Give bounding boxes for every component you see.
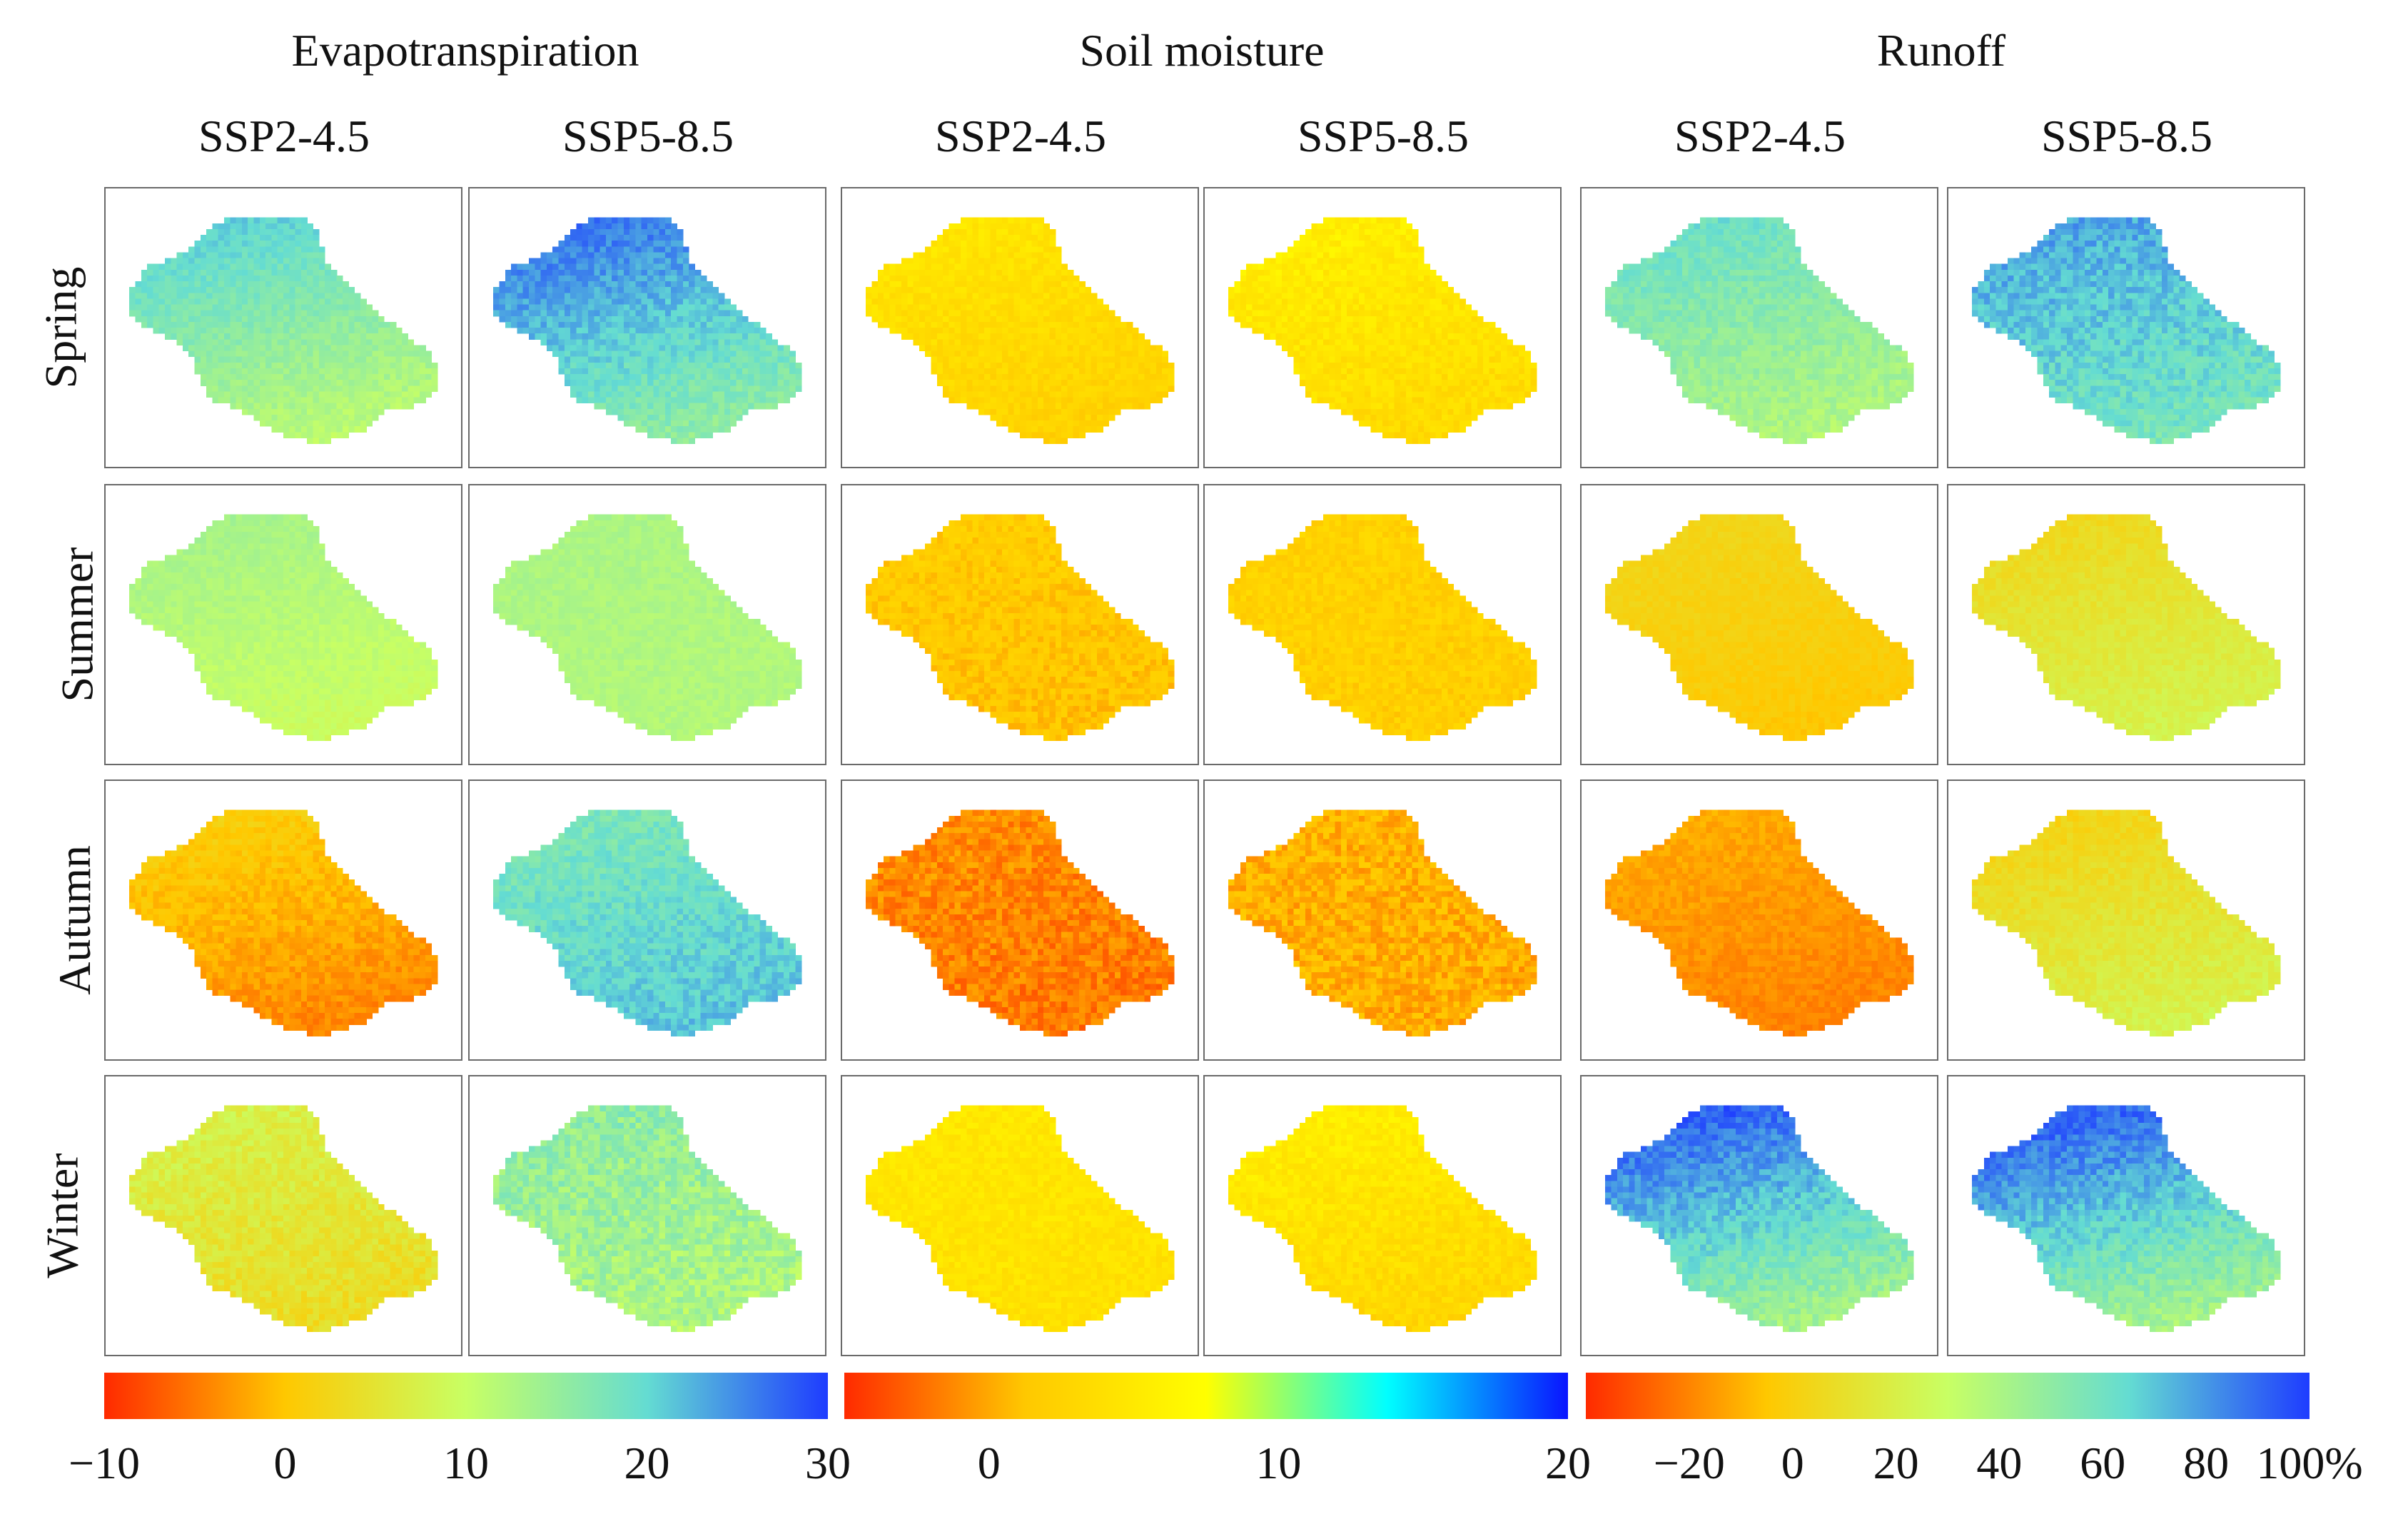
- basin-map: [866, 514, 1175, 742]
- title-evapotranspiration: Evapotranspiration: [106, 19, 825, 83]
- colorbar-tick-label: −20: [1654, 1435, 1725, 1492]
- scenario-sm-ssp245: SSP2-4.5: [842, 104, 1199, 168]
- basin-map: [866, 217, 1175, 445]
- basin-map: [493, 809, 802, 1037]
- colorbar-tick-label: 20: [1873, 1435, 1919, 1492]
- map-panel-soil-moisture-winter-ssp2-4.5: [841, 1075, 1199, 1356]
- colorbar-tick-label: 100%: [2256, 1435, 2362, 1492]
- colorbar-tick-label: 10: [1255, 1435, 1301, 1492]
- map-panel-evapotranspiration-spring-ssp2-4.5: [104, 187, 462, 468]
- colorbar-tick-label: 0: [274, 1435, 297, 1492]
- colorbar-tick-label: 20: [1545, 1435, 1591, 1492]
- colorbar-fill: [104, 1373, 828, 1419]
- map-panel-evapotranspiration-autumn-ssp2-4.5: [104, 779, 462, 1061]
- basin-map: [1228, 1105, 1537, 1333]
- title-runoff: Runoff: [1582, 19, 2301, 83]
- row-label-winter: Winter: [0, 1076, 100, 1355]
- map-panel-soil-moisture-spring-ssp2-4.5: [841, 187, 1199, 468]
- colorbar-tick-label: 30: [805, 1435, 851, 1492]
- colorbar-gradient: [104, 1373, 828, 1419]
- title-soil-moisture: Soil moisture: [842, 19, 1562, 83]
- map-panel-runoff-spring-ssp2-4.5: [1580, 187, 1938, 468]
- map-panel-runoff-summer-ssp2-4.5: [1580, 484, 1938, 765]
- basin-map: [129, 809, 438, 1037]
- map-panel-runoff-winter-ssp5-8.5: [1947, 1075, 2305, 1356]
- basin-map: [493, 514, 802, 742]
- map-panel-soil-moisture-summer-ssp2-4.5: [841, 484, 1199, 765]
- map-panel-soil-moisture-spring-ssp5-8.5: [1203, 187, 1562, 468]
- map-panel-evapotranspiration-winter-ssp2-4.5: [104, 1075, 462, 1356]
- colorbar-tick-label: 10: [443, 1435, 489, 1492]
- map-panel-soil-moisture-autumn-ssp2-4.5: [841, 779, 1199, 1061]
- map-panel-runoff-autumn-ssp5-8.5: [1947, 779, 2305, 1061]
- map-panel-runoff-winter-ssp2-4.5: [1580, 1075, 1938, 1356]
- scenario-sm-ssp585: SSP5-8.5: [1205, 104, 1562, 168]
- colorbar-tick-label: 20: [624, 1435, 670, 1492]
- colorbar-tick-label: 0: [1781, 1435, 1804, 1492]
- basin-map: [129, 217, 438, 445]
- scenario-et-ssp245: SSP2-4.5: [106, 104, 462, 168]
- map-panel-evapotranspiration-winter-ssp5-8.5: [468, 1075, 826, 1356]
- colorbar-evapotranspiration: [104, 1373, 828, 1419]
- basin-map: [1605, 217, 1914, 445]
- colorbar-gradient: [844, 1373, 1568, 1419]
- basin-map: [1605, 809, 1914, 1037]
- basin-map: [866, 809, 1175, 1037]
- basin-map: [1605, 1105, 1914, 1333]
- basin-map: [493, 1105, 802, 1333]
- map-panel-evapotranspiration-autumn-ssp5-8.5: [468, 779, 826, 1061]
- colorbar-gradient: [1586, 1373, 2310, 1419]
- map-panel-soil-moisture-summer-ssp5-8.5: [1203, 484, 1562, 765]
- map-panel-runoff-spring-ssp5-8.5: [1947, 187, 2305, 468]
- scenario-et-ssp585: SSP5-8.5: [470, 104, 826, 168]
- colorbar-tick-label: 0: [978, 1435, 1001, 1492]
- colorbar-fill: [1586, 1373, 2310, 1419]
- map-panel-soil-moisture-winter-ssp5-8.5: [1203, 1075, 1562, 1356]
- row-label-spring: Spring: [0, 188, 100, 467]
- colorbar-tick-label: −10: [69, 1435, 140, 1492]
- map-panel-evapotranspiration-spring-ssp5-8.5: [468, 187, 826, 468]
- scenario-ro-ssp585: SSP5-8.5: [1948, 104, 2305, 168]
- scenario-ro-ssp245: SSP2-4.5: [1582, 104, 1938, 168]
- basin-map: [1228, 809, 1537, 1037]
- colorbar-tick-label: 80: [2183, 1435, 2229, 1492]
- basin-map: [493, 217, 802, 445]
- colorbar-tick-label: 60: [2080, 1435, 2125, 1492]
- row-label-autumn: Autumn: [0, 781, 100, 1059]
- basin-map: [1228, 217, 1537, 445]
- map-panel-evapotranspiration-summer-ssp2-4.5: [104, 484, 462, 765]
- basin-map: [1972, 1105, 2281, 1333]
- colorbar-tick-label: 40: [1976, 1435, 2022, 1492]
- basin-map: [866, 1105, 1175, 1333]
- colorbar-runoff: [1586, 1373, 2310, 1419]
- basin-map: [129, 514, 438, 742]
- map-panel-soil-moisture-autumn-ssp5-8.5: [1203, 779, 1562, 1061]
- basin-map: [129, 1105, 438, 1333]
- colorbar-soil-moisture: [844, 1373, 1568, 1419]
- map-panel-evapotranspiration-summer-ssp5-8.5: [468, 484, 826, 765]
- basin-map: [1605, 514, 1914, 742]
- row-label-summer: Summer: [0, 485, 102, 764]
- map-panel-runoff-autumn-ssp2-4.5: [1580, 779, 1938, 1061]
- basin-map: [1228, 514, 1537, 742]
- basin-map: [1972, 514, 2281, 742]
- basin-map: [1972, 217, 2281, 445]
- map-panel-runoff-summer-ssp5-8.5: [1947, 484, 2305, 765]
- basin-map: [1972, 809, 2281, 1037]
- colorbar-fill: [844, 1373, 1568, 1419]
